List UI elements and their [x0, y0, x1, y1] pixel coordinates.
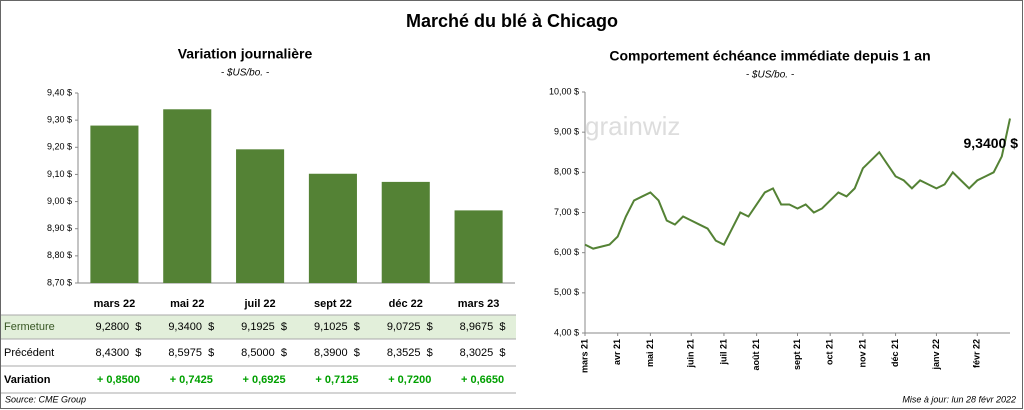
line-subtitle: - $US/bo. - — [746, 70, 795, 81]
y-tick-label: 8,00 $ — [554, 167, 579, 177]
table-cell: 8,3025 $ — [460, 347, 506, 359]
x-tick-label: août 21 — [751, 339, 761, 371]
y-tick-label: 8,70 $ — [47, 277, 72, 287]
table-cell: 9,2800 $ — [95, 321, 141, 333]
x-tick-label: déc 21 — [890, 339, 900, 367]
y-tick-label: 6,00 $ — [554, 247, 579, 257]
table-cell: 8,5000 $ — [241, 347, 287, 359]
bar — [308, 173, 357, 283]
table-cell: + 0,6925 — [243, 374, 286, 386]
table-cell: 8,3900 $ — [314, 347, 360, 359]
bar — [454, 210, 503, 283]
y-tick-label: 4,00 $ — [554, 327, 579, 337]
x-tick-label: févr 22 — [972, 339, 982, 368]
table-cell: 8,9675 $ — [460, 321, 506, 333]
line-title: Comportement échéance immédiate depuis 1… — [609, 48, 930, 64]
y-tick-label: 9,30 $ — [47, 115, 72, 125]
bar — [90, 125, 139, 283]
table-cell: + 0,7200 — [388, 374, 431, 386]
y-tick-label: 8,90 $ — [47, 223, 72, 233]
bar — [381, 181, 430, 283]
x-tick-label: sept 21 — [792, 339, 802, 370]
y-tick-label: 7,00 $ — [554, 207, 579, 217]
y-tick-label: 8,80 $ — [47, 250, 72, 260]
table-cell: 9,3400 $ — [168, 321, 214, 333]
table-cell: + 0,7425 — [170, 374, 213, 386]
y-tick-label: 9,40 $ — [47, 87, 72, 97]
x-tick-label: sept 22 — [314, 298, 352, 310]
bar — [163, 109, 212, 284]
y-tick-label: 9,20 $ — [47, 142, 72, 152]
price-line — [584, 118, 1011, 250]
y-tick-label: 9,00 $ — [554, 127, 579, 137]
table-cell: + 0,6650 — [461, 374, 504, 386]
table-cell: + 0,7125 — [315, 374, 358, 386]
table-cell: 8,5975 $ — [168, 347, 214, 359]
updated: Mise à jour: lun 28 févr 2022 — [902, 394, 1016, 404]
x-tick-label: oct 21 — [825, 339, 835, 365]
y-tick-label: 10,00 $ — [549, 86, 579, 96]
row-label: Fermeture — [4, 321, 55, 333]
x-tick-label: juil 22 — [243, 298, 275, 310]
y-tick-label: 9,10 $ — [47, 169, 72, 179]
x-tick-label: mai 21 — [645, 339, 655, 367]
main-title: Marché du blé à Chicago — [406, 11, 618, 31]
row-label: Variation — [4, 374, 51, 386]
bar-subtitle: - $US/bo. - — [221, 68, 270, 79]
row-highlight — [1, 315, 516, 339]
y-tick-label: 9,00 $ — [47, 196, 72, 206]
y-tick-label: 5,00 $ — [554, 287, 579, 297]
row-label: Précédent — [4, 347, 54, 359]
watermark: grainwiz — [585, 111, 680, 141]
table-cell: 8,3525 $ — [387, 347, 433, 359]
x-tick-label: mars 21 — [579, 339, 589, 373]
bar-title: Variation journalière — [178, 46, 313, 62]
x-tick-label: déc 22 — [389, 298, 423, 310]
x-tick-label: avr 21 — [612, 339, 622, 365]
table-cell: 9,0725 $ — [387, 321, 433, 333]
x-tick-label: juin 21 — [686, 339, 696, 369]
x-tick-label: janv 22 — [931, 339, 941, 371]
table-cell: 9,1925 $ — [241, 321, 287, 333]
table-cell: 8,4300 $ — [95, 347, 141, 359]
x-tick-label: mars 23 — [458, 298, 500, 310]
x-tick-label: mai 22 — [170, 298, 204, 310]
x-tick-label: mars 22 — [94, 298, 136, 310]
x-tick-label: juil 21 — [718, 339, 728, 366]
table-cell: 9,1025 $ — [314, 321, 360, 333]
x-tick-label: nov 21 — [857, 339, 867, 368]
source: Source: CME Group — [5, 394, 86, 404]
last-price: 9,3400 $ — [964, 135, 1019, 151]
table-cell: + 0,8500 — [97, 374, 140, 386]
bar — [236, 149, 285, 283]
